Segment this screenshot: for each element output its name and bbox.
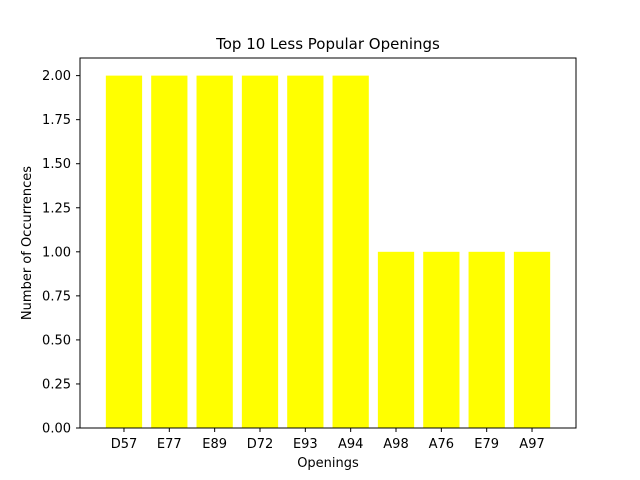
bar-E93 (287, 75, 324, 428)
bar-E79 (468, 251, 505, 428)
y-axis: 0.00 0.25 0.50 0.75 1.00 1.25 1.50 1.75 2.00 (42, 69, 80, 437)
y-tick-label: 2.00 (42, 69, 71, 84)
x-tick-label: E89 (202, 437, 227, 452)
y-tick-label: 0.25 (42, 377, 71, 392)
bar-A97 (513, 251, 551, 428)
bar-D72 (241, 75, 279, 428)
bar-E89 (196, 75, 233, 428)
y-tick-label: 1.75 (42, 113, 71, 128)
x-tick-label: E93 (293, 437, 318, 452)
bar-A98 (377, 251, 415, 428)
y-tick-label: 1.00 (42, 245, 71, 260)
y-tick-label: 1.25 (42, 201, 71, 216)
x-tick-label: E79 (474, 437, 499, 452)
x-axis: D57 E77 E89 D72 E93 A94 A98 A76 E79 A97 (111, 428, 545, 452)
chart-title: Top 10 Less Popular Openings (215, 35, 440, 53)
y-axis-title: Number of Occurrences (20, 166, 35, 320)
y-tick-label: 1.50 (42, 157, 71, 172)
bars-layer (105, 75, 551, 428)
bar-D57 (105, 75, 143, 428)
x-tick-label: D72 (247, 437, 274, 452)
bar-A76 (423, 251, 460, 428)
y-tick-label: 0.00 (42, 422, 71, 437)
y-tick-label: 0.50 (42, 333, 71, 348)
bar-A94 (332, 75, 369, 428)
plot-area-frame (79, 57, 577, 429)
x-tick-label: A97 (519, 437, 544, 452)
y-tick-label: 0.75 (42, 289, 71, 304)
x-axis-title: Openings (297, 456, 359, 471)
bar-E77 (151, 75, 188, 428)
x-tick-label: E77 (157, 437, 182, 452)
x-tick-label: A98 (383, 437, 408, 452)
x-tick-label: A94 (338, 437, 363, 452)
x-tick-label: D57 (111, 437, 138, 452)
x-tick-label: A76 (429, 437, 454, 452)
